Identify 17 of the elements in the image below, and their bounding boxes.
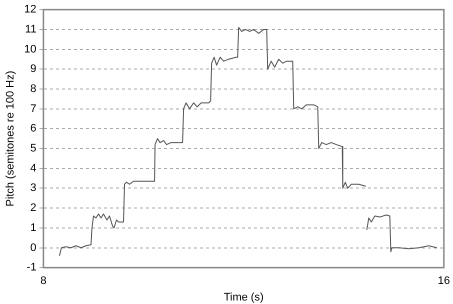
y-tick-label: 5	[30, 142, 36, 155]
y-axis-title: Pitch (semitones re 100 Hz)	[4, 70, 17, 206]
y-tick-label: 4	[30, 162, 36, 174]
y-tick-label: 1	[30, 222, 36, 234]
x-axis-title: Time (s)	[224, 291, 264, 304]
y-tick-label: 12	[24, 4, 36, 16]
y-tick-label: 7	[30, 102, 36, 115]
y-tick-label: 9	[30, 63, 36, 76]
x-tick-label: 16	[438, 275, 450, 288]
y-tick-label: 10	[24, 43, 36, 56]
y-tick-label: 0	[30, 242, 36, 254]
y-tick-label: 3	[30, 182, 36, 194]
y-tick-label: 11	[25, 23, 36, 36]
y-tick-label: 8	[30, 83, 36, 96]
y-tick-label: 2	[30, 202, 36, 214]
y-tick-label: -1	[26, 262, 36, 274]
y-tick-label: 6	[30, 122, 36, 135]
